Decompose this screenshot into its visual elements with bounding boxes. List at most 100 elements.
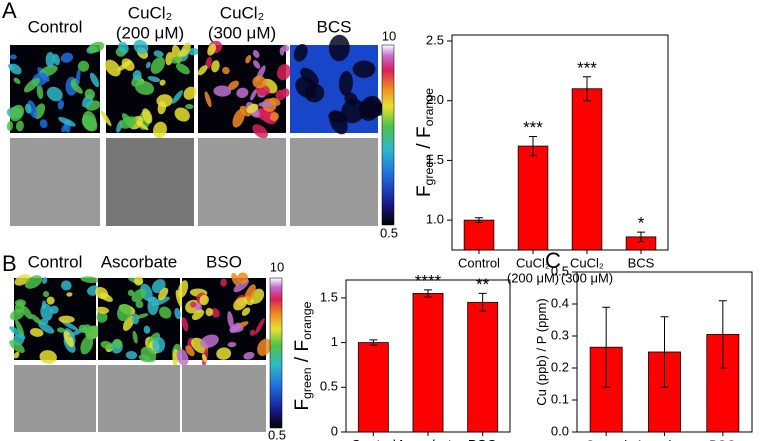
error-bar [718,300,727,369]
cell [232,108,245,128]
cell [61,124,68,133]
cell [135,300,144,309]
cell [237,272,249,284]
cell [187,48,200,56]
cell [89,72,100,88]
y-tick-label: 1 [331,334,338,349]
panel-label: B [2,251,17,276]
cell [122,315,135,331]
cell [142,108,153,124]
cell [60,280,72,291]
y-axis-label: Cu (ppb) / P (ppm) [534,298,549,405]
cell [204,91,212,108]
brightfield-image [290,138,378,226]
y-tick-label: 2.5 [426,32,444,47]
error-bar [583,76,591,102]
cell [117,304,132,322]
cell [165,51,174,66]
cell [23,77,40,93]
cell [255,318,265,335]
cell [252,124,268,139]
cell [132,330,138,344]
cell [57,99,65,110]
cell [131,288,146,302]
cell [45,51,55,68]
x-tick-label: BSO [709,437,736,441]
x-tick-label: Control [458,255,500,270]
cell [244,284,256,303]
bar [463,219,495,251]
colorbar-min-label: 0.5 [380,225,398,240]
cell [250,89,257,101]
cell [181,317,189,332]
cell [27,100,38,118]
cell [15,120,24,132]
error-bar [529,136,537,157]
y-tick-label: 0.3 [551,327,569,342]
cell [112,338,123,349]
significance-label: **** [415,271,442,290]
cell [174,107,190,122]
cell [269,112,279,122]
cell [13,77,21,84]
cell [153,50,164,58]
brightfield-image [198,138,286,226]
cell [157,100,167,115]
cell [78,324,88,333]
cell [252,50,260,58]
cell [24,275,43,289]
significance-label: ** [476,275,490,294]
cell [82,111,97,131]
dark-region [352,60,376,78]
y-axis-label: Fgreen / Forange [414,88,436,197]
dark-region [341,98,365,124]
x-tick-label: Control [351,437,396,441]
y-tick-label: 1.5 [426,152,444,167]
x-tick-label: Ascorbate [635,437,694,441]
cell [185,345,195,357]
cell [147,76,161,83]
cell [63,330,74,348]
bar [517,145,549,251]
cell [243,351,255,360]
cell [30,314,42,325]
cell [66,292,73,297]
cell [220,278,227,287]
dark-region [300,67,319,86]
brightfield-image [182,365,266,432]
colorbar [269,277,283,429]
cell [249,329,256,336]
cell [191,309,205,321]
cell [9,104,25,122]
cell [42,276,48,284]
column-header: BSO [206,252,242,271]
cell [152,337,166,353]
cell [207,43,217,56]
cell [216,347,232,360]
significance-label: *** [577,58,597,77]
cell [134,80,155,95]
colorbar [381,44,395,226]
y-axis-label-part: F [292,399,313,411]
cell [104,59,121,77]
cell [138,354,151,363]
error-bar [424,289,432,298]
y-axis-label-subscript: orange [422,88,436,127]
cell [236,87,249,98]
y-tick-label: 2.0 [426,92,444,107]
cell [258,101,274,108]
cell [29,328,44,337]
cell [21,305,33,320]
cell [9,54,17,60]
cell [158,287,169,301]
x-tick-label: Ascorbate [396,437,459,441]
y-tick-label: 0.4 [551,295,569,310]
y-axis-label-subscript: orange [300,301,314,340]
colorbar-max-label: 10 [382,28,396,43]
cell [197,65,208,76]
bar [412,293,444,433]
x-tick-label: BSO [468,437,498,441]
y-axis-label-part: / F [292,340,313,367]
cell [46,296,55,305]
y-axis-label-subscript: green [422,154,436,186]
